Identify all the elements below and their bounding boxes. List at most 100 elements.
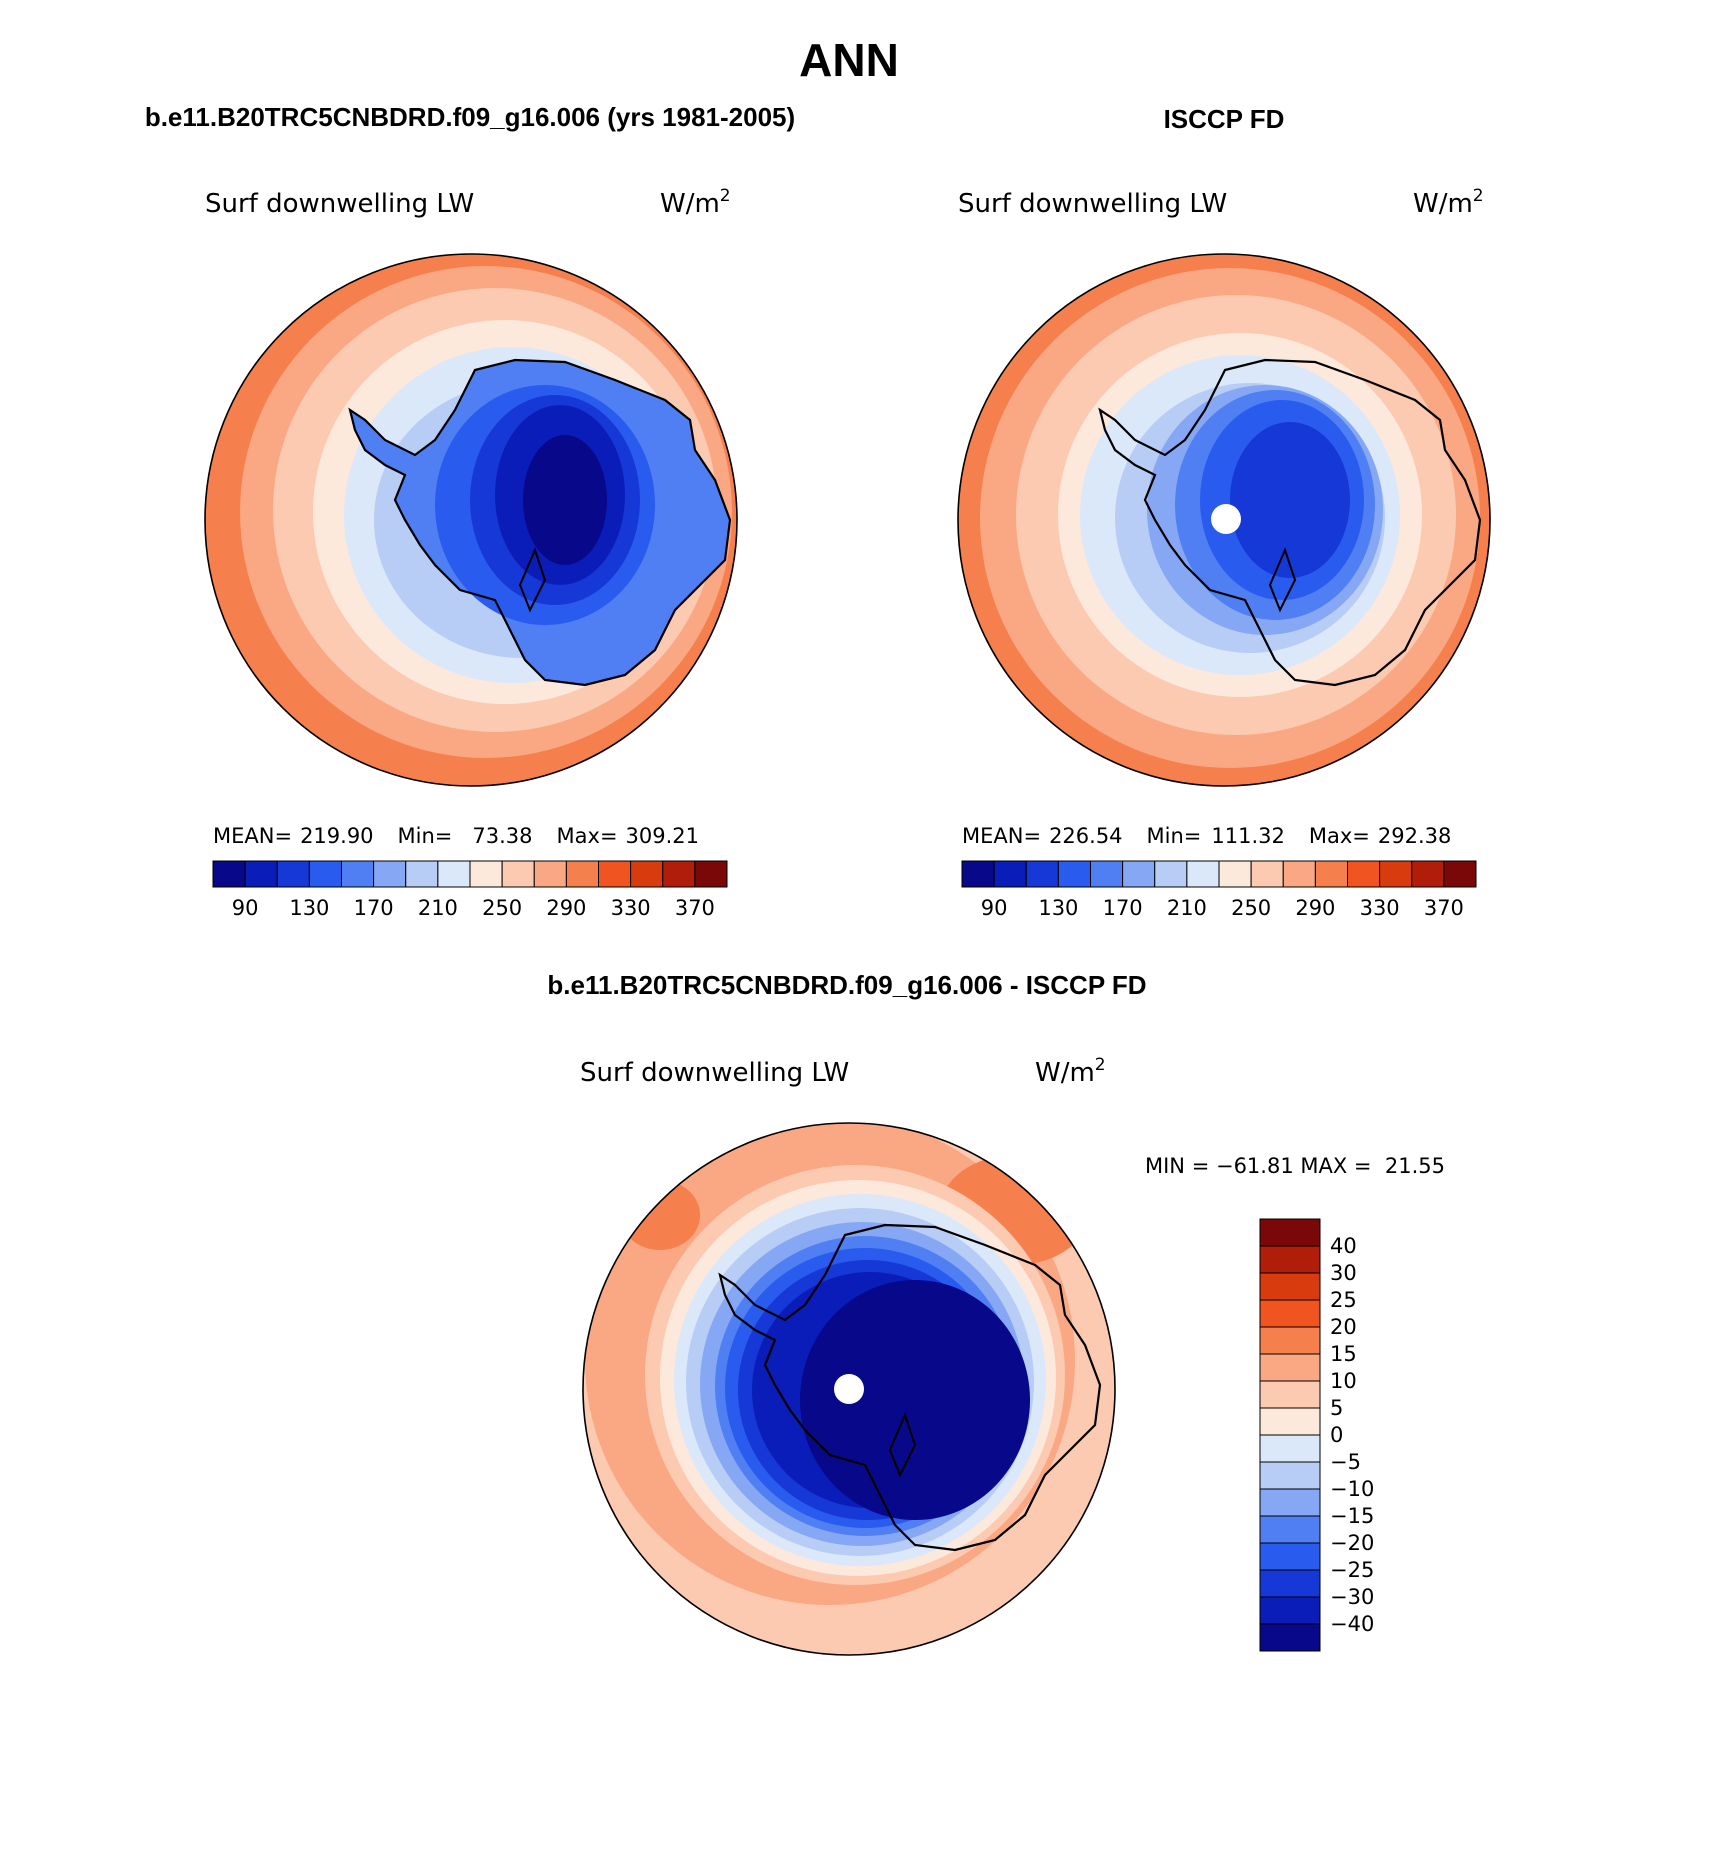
panel-model-header: b.e11.B20TRC5CNBDRD.f09_g16.006 (yrs 198… [145, 102, 795, 132]
colorbar-tick-label: 30 [1330, 1261, 1357, 1285]
colorbar-tick-label: 250 [1231, 896, 1271, 920]
colorbar-swatch [437, 860, 471, 888]
polar-map-obs [958, 254, 1490, 786]
colorbar-tick-label: −20 [1330, 1531, 1374, 1555]
map-border-model [204, 253, 738, 787]
main-title: ANN [799, 34, 899, 86]
colorbar-swatch [1259, 1515, 1321, 1544]
colorbar-swatch [1259, 1407, 1321, 1436]
colorbar-swatch [1282, 860, 1316, 888]
colorbar-tick-label: 210 [418, 896, 458, 920]
panel-model-variable: Surf downwelling LW [205, 189, 474, 219]
colorbar-swatch [961, 860, 995, 888]
colorbar-swatch [694, 860, 728, 888]
colorbar-swatch [501, 860, 535, 888]
polar-map-model [205, 254, 737, 786]
colorbar-tick-label: 5 [1330, 1396, 1343, 1420]
panel-obs-header: ISCCP FD [1164, 104, 1285, 134]
colorbar-tick-label: 0 [1330, 1423, 1343, 1447]
panel-diff-header: b.e11.B20TRC5CNBDRD.f09_g16.006 - ISCCP … [547, 970, 1146, 1000]
colorbar-swatch [276, 860, 310, 888]
colorbar-swatch [1259, 1245, 1321, 1274]
polar-map-diff [583, 1123, 1115, 1655]
colorbar-swatch [341, 860, 375, 888]
colorbar-swatch [1259, 1380, 1321, 1409]
colorbar-model: 90 130 170 210 250 290 330 370 [212, 860, 728, 920]
colorbar-tick-label: −15 [1330, 1504, 1374, 1528]
colorbar-diff: 40 30 25 20 15 10 5 0 −5 −10 −15 −20 −25 −30 −40 [1259, 1218, 1374, 1652]
colorbar-tick-label: −10 [1330, 1477, 1374, 1501]
colorbar-swatch [1347, 860, 1381, 888]
colorbar-swatch [405, 860, 439, 888]
colorbar-swatch [1259, 1596, 1321, 1625]
colorbar-tick-label: 290 [546, 896, 586, 920]
colorbar-swatch [993, 860, 1027, 888]
colorbar-swatch [565, 860, 599, 888]
colorbar-tick-label: 170 [354, 896, 394, 920]
colorbar-tick-label: 330 [1360, 896, 1400, 920]
colorbar-swatch [244, 860, 278, 888]
colorbar-tick-label: 40 [1330, 1234, 1357, 1258]
panel-obs: ISCCP FD Surf downwelling LW W/m2 MEAN= 2… [957, 104, 1491, 920]
colorbar-swatch [533, 860, 567, 888]
colorbar-tick-label: 90 [981, 896, 1008, 920]
colorbar-tick-label: −5 [1330, 1450, 1361, 1474]
panel-obs-units: W/m2 [1413, 186, 1484, 219]
colorbar-swatch [1025, 860, 1059, 888]
colorbar-tick-label: 130 [289, 896, 329, 920]
colorbar-swatch [1411, 860, 1445, 888]
colorbar-swatch [1259, 1569, 1321, 1598]
colorbar-swatch [1218, 860, 1252, 888]
colorbar-swatch [1186, 860, 1220, 888]
colorbar-obs: 90 130 170 210 250 290 330 370 [961, 860, 1477, 920]
colorbar-swatch [1259, 1488, 1321, 1517]
colorbar-tick-label: 15 [1330, 1342, 1357, 1366]
colorbar-tick-label: 250 [482, 896, 522, 920]
colorbar-tick-label: 25 [1330, 1288, 1357, 1312]
colorbar-swatch [1122, 860, 1156, 888]
colorbar-swatch [1057, 860, 1091, 888]
colorbar-swatch [630, 860, 664, 888]
colorbar-swatch [1259, 1542, 1321, 1571]
panel-model-stats: MEAN= 219.90 Min= 73.38 Max= 309.21 [213, 824, 699, 848]
map-border-diff [582, 1122, 1116, 1656]
colorbar-tick-label: −25 [1330, 1558, 1374, 1582]
colorbar-tick-label: 370 [1424, 896, 1464, 920]
colorbar-swatch [1259, 1299, 1321, 1328]
colorbar-swatch [662, 860, 696, 888]
colorbar-tick-label: −40 [1330, 1612, 1374, 1636]
colorbar-swatch [1154, 860, 1188, 888]
colorbar-tick-label: 90 [232, 896, 259, 920]
colorbar-swatch [1259, 1272, 1321, 1301]
colorbar-swatch [1259, 1326, 1321, 1355]
colorbar-swatch [308, 860, 342, 888]
panel-obs-stats: MEAN= 226.54 Min= 111.32 Max= 292.38 [962, 824, 1451, 848]
map-border-obs [957, 253, 1491, 787]
colorbar-swatch [1314, 860, 1348, 888]
colorbar-swatch [598, 860, 632, 888]
colorbar-swatch [373, 860, 407, 888]
colorbar-swatch [1250, 860, 1284, 888]
panel-diff-units: W/m2 [1035, 1055, 1106, 1088]
colorbar-swatch [1259, 1353, 1321, 1382]
colorbar-swatch [469, 860, 503, 888]
panel-diff-variable: Surf downwelling LW [580, 1058, 849, 1088]
panel-model-units: W/m2 [660, 186, 731, 219]
panel-diff: b.e11.B20TRC5CNBDRD.f09_g16.006 - ISCCP … [547, 970, 1445, 1656]
colorbar-tick-label: 20 [1330, 1315, 1357, 1339]
panel-model: b.e11.B20TRC5CNBDRD.f09_g16.006 (yrs 198… [145, 102, 795, 920]
panel-diff-stats: MIN = −61.81 MAX = 21.55 [1145, 1154, 1445, 1178]
colorbar-swatch [1259, 1461, 1321, 1490]
colorbar-tick-label: 290 [1295, 896, 1335, 920]
colorbar-swatch [1259, 1218, 1321, 1247]
colorbar-tick-label: 170 [1103, 896, 1143, 920]
colorbar-tick-label: 130 [1038, 896, 1078, 920]
colorbar-tick-label: 210 [1167, 896, 1207, 920]
pole-hole-diff [834, 1374, 864, 1404]
colorbar-swatch [1443, 860, 1477, 888]
colorbar-tick-label: −30 [1330, 1585, 1374, 1609]
colorbar-swatch [1259, 1623, 1321, 1652]
pole-hole-obs [1211, 504, 1241, 534]
colorbar-swatch [1379, 860, 1413, 888]
